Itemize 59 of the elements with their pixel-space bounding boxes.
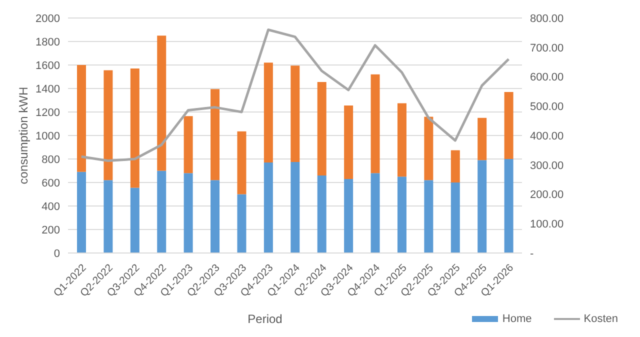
bar [130,188,140,253]
bar [504,159,514,253]
bar [77,172,86,253]
bar [290,66,300,162]
y-tick-label: 1200 [36,106,60,119]
bar [184,116,193,174]
legend-label: Home [502,313,532,325]
y2-tick-label: 100.00 [530,218,564,231]
bar [237,194,246,253]
bar [397,176,406,253]
y2-tick-label: 300.00 [530,160,564,172]
bar [184,173,193,253]
x-axis-title: Period [248,312,282,326]
bar [478,160,487,253]
y-tick-label: 0 [54,248,60,260]
bar [344,178,354,253]
bar [157,170,166,253]
bar [77,65,86,172]
y2-tick-label: 500.00 [530,101,564,114]
y-tick-label: 800 [42,154,60,166]
bar [104,180,113,253]
bar [290,162,300,253]
bar [450,150,460,182]
y2-tick-label: 600.00 [530,72,564,84]
y-tick-label: 1000 [36,130,60,142]
bar [424,180,434,253]
y-axis-title: consumption kWH [16,86,30,184]
bar [264,162,273,253]
bar [157,36,166,171]
bar [317,175,326,253]
bar [104,70,113,180]
bar [370,173,380,253]
y-tick-label: 1800 [36,36,60,48]
y2-tick-label: 200.00 [530,189,564,202]
bar [504,92,514,159]
bar [370,74,380,174]
y2-tick-label: - [530,248,534,260]
y-tick-label: 200 [42,224,60,236]
y2-tick-label: 400.00 [530,130,564,142]
y-tick-label: 2000 [36,12,60,25]
bar [130,68,140,188]
y-tick-label: 600 [42,177,60,190]
bar [210,180,220,253]
line-series [80,28,510,162]
y-tick-label: 1400 [36,83,60,96]
bar [450,182,460,253]
legend-label: Kosten [584,313,618,325]
bar [478,118,487,160]
bar [344,106,354,179]
y2-tick-label: 800.00 [530,12,564,25]
y-tick-label: 400 [42,200,60,213]
y-tick-label: 1600 [36,60,60,72]
bar [210,89,220,180]
bar [424,116,434,180]
y2-tick-label: 700.00 [530,42,564,54]
bar [264,62,273,163]
bar [237,131,246,194]
bar [397,103,406,177]
bar [317,82,326,176]
